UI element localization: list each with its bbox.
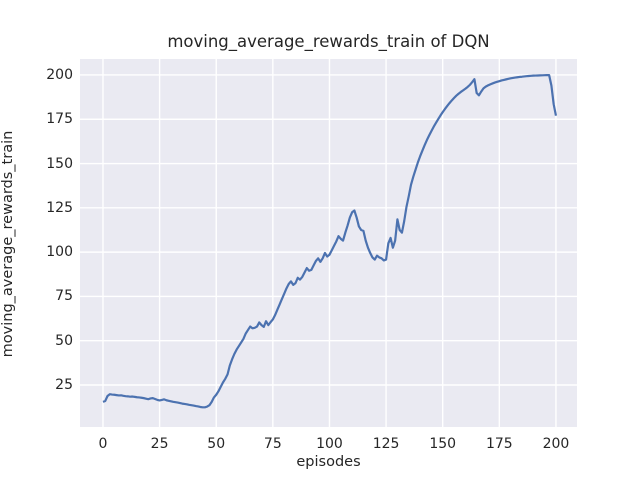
y-tick-label: 125 [46,199,73,216]
x-tick-label: 25 [150,436,169,452]
x-tick-label: 100 [316,436,343,452]
y-tick-label: 75 [55,288,73,305]
x-axis-label: episodes [296,454,361,470]
x-tick-label: 75 [263,436,282,452]
x-tick-label: 200 [542,436,570,452]
y-tick-label: 25 [55,377,73,393]
y-tick-label: 200 [46,66,73,83]
x-tick-label: 150 [429,436,457,452]
y-axis-label: moving_average_rewards_train [0,130,16,358]
series-line [102,74,558,409]
x-tick-label: 0 [98,436,108,452]
x-tick-label: 125 [372,436,400,452]
x-tick-label: 50 [207,436,226,452]
y-tick-label: 50 [55,332,73,349]
x-tick-label: 175 [485,436,513,452]
y-tick-label: 100 [46,244,73,261]
y-tick-label: 175 [46,111,73,128]
plot-area [80,59,577,427]
y-tick-label: 150 [46,155,73,172]
line-chart [80,59,577,427]
chart-title: moving_average_rewards_train of DQN [167,32,490,51]
